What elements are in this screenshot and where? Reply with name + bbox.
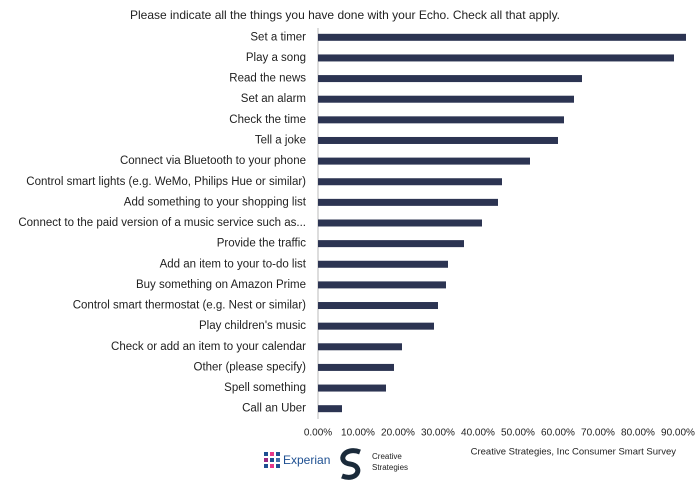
x-tick-label: 70.00% xyxy=(581,428,615,439)
y-tick-label: Buy something on Amazon Prime xyxy=(136,279,306,291)
y-tick-label: Check or add an item to your calendar xyxy=(111,341,306,353)
bar xyxy=(318,384,386,392)
x-tick-label: 20.00% xyxy=(381,428,415,439)
bar xyxy=(318,219,482,227)
x-tick-label: 80.00% xyxy=(621,428,655,439)
x-tick-label: 10.00% xyxy=(341,428,375,439)
y-tick-label: Set an alarm xyxy=(241,93,306,105)
bar xyxy=(318,198,498,206)
x-tick-label: 40.00% xyxy=(461,428,495,439)
x-tick-label: 90.00% xyxy=(661,428,695,439)
experian-logo: Experian xyxy=(264,452,330,468)
x-tick-label: 50.00% xyxy=(501,428,535,439)
logo-text: Creative xyxy=(372,452,402,461)
source: Creative Strategies, Inc Consumer Smart … xyxy=(471,447,677,458)
bar xyxy=(318,54,674,62)
bar xyxy=(318,178,502,186)
y-tick-label: Add something to your shopping list xyxy=(124,196,307,208)
creative-logo: Creative Strategies xyxy=(340,448,408,480)
logo-text: Strategies xyxy=(372,463,408,472)
bar xyxy=(318,33,686,41)
y-tick-label: Spell something xyxy=(224,382,306,394)
bar xyxy=(318,157,530,165)
x-tick-label: 60.00% xyxy=(541,428,575,439)
y-tick-label: Check the time xyxy=(229,114,306,126)
bar xyxy=(318,363,394,371)
x-tick-label: 0.00% xyxy=(304,428,332,439)
bar xyxy=(318,343,402,351)
y-tick-label: Control smart thermostat (e.g. Nest or s… xyxy=(73,300,306,312)
logo-text: Experian xyxy=(283,453,330,467)
bar xyxy=(318,302,438,310)
y-tick-label: Tell a joke xyxy=(255,135,306,147)
y-tick-label: Connect via Bluetooth to your phone xyxy=(120,155,306,167)
y-tick-label: Read the news xyxy=(229,73,306,85)
y-tick-label: Play a song xyxy=(246,52,306,64)
y-tick-label: Set a timer xyxy=(250,31,306,43)
chart-title: Please indicate all the things you have … xyxy=(130,8,560,22)
bar xyxy=(318,281,446,289)
y-tick-label: Call an Uber xyxy=(242,403,306,415)
bar xyxy=(318,260,448,268)
bar xyxy=(318,240,464,248)
y-tick-label: Control smart lights (e.g. WeMo, Philips… xyxy=(26,176,306,188)
x-tick-label: 30.00% xyxy=(421,428,455,439)
bar xyxy=(318,95,574,103)
y-tick-label: Other (please specify) xyxy=(194,361,307,373)
y-tick-label: Provide the traffic xyxy=(217,238,307,250)
y-tick-label: Connect to the paid version of a music s… xyxy=(18,217,306,229)
bar xyxy=(318,136,558,144)
y-tick-label: Play children's music xyxy=(199,320,306,332)
bar xyxy=(318,322,434,330)
bar xyxy=(318,116,564,124)
bar xyxy=(318,405,342,413)
y-tick-label: Add an item to your to-do list xyxy=(160,258,307,270)
bar xyxy=(318,75,582,83)
